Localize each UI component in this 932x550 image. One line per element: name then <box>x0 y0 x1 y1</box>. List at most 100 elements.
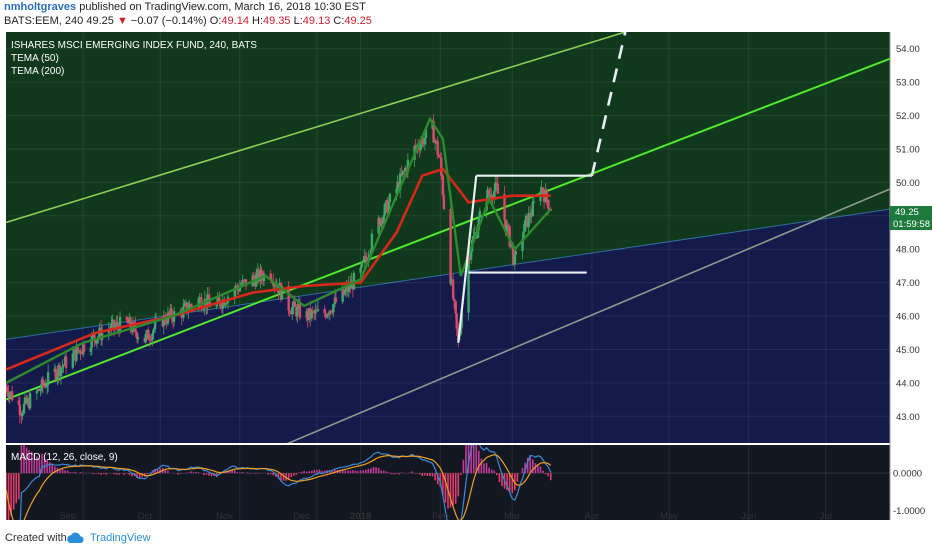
candle-body-49 <box>93 334 96 340</box>
candle-body-141 <box>257 269 261 282</box>
candle-body-222 <box>403 170 406 172</box>
candle-body-186 <box>341 289 344 302</box>
price-change: −0.07 (−0.14%) <box>130 15 207 27</box>
candle-body-58 <box>110 323 113 331</box>
macd-hist-bar-143 <box>372 467 375 474</box>
macd-hist-bar-82 <box>215 473 218 478</box>
macd-hist-bar-89 <box>233 470 236 474</box>
author-link[interactable]: nmholtgraves <box>4 1 77 13</box>
macd-hist-bar-198 <box>514 473 516 491</box>
candle-body-244 <box>441 175 445 196</box>
macd-hist-bar-115 <box>300 471 303 474</box>
macd-pane <box>6 445 552 520</box>
macd-hist-bar-138 <box>359 470 362 474</box>
macd-hist-bar-114 <box>298 472 300 474</box>
candle-body-37 <box>72 349 76 354</box>
candle-body-11 <box>23 397 27 404</box>
macd-hist-bar-193 <box>501 473 503 487</box>
candle-body-295 <box>532 201 536 203</box>
candle-body-84 <box>153 321 157 330</box>
candle-body-129 <box>237 288 240 292</box>
macd-hist-bar-169 <box>439 473 442 487</box>
candle-body-187 <box>342 289 345 295</box>
y-tick-label-4: 47.00 <box>896 278 920 289</box>
trend-channels[interactable] <box>6 32 890 446</box>
price-chart-svg[interactable]: Sep Oct Nov Dec 2018 Feb Mar Apr May Jun Jul 43.00 4… <box>0 30 932 522</box>
candle-body-27 <box>54 368 58 380</box>
candle-body-297 <box>540 187 543 192</box>
macd-hist-bar-199 <box>516 473 519 482</box>
candle-body-250 <box>454 301 457 314</box>
macd-hist-bar-144 <box>375 467 377 474</box>
macd-legend[interactable]: MACD (12, 26, close, 9) <box>11 452 118 463</box>
candle-body-302 <box>547 199 550 209</box>
macd-hist-bar-131 <box>341 470 344 474</box>
chart-header: nmholtgraves published on TradingView.co… <box>0 0 932 30</box>
macd-hist-bar-171 <box>444 473 447 503</box>
candle-body-275 <box>496 183 500 194</box>
macd-hist-bar-151 <box>393 473 395 475</box>
candle-body-3 <box>8 393 11 398</box>
macd-hist-bar-154 <box>400 472 403 474</box>
macd-hist-bar-38 <box>102 473 105 474</box>
publisher-line: nmholtgraves published on TradingView.co… <box>4 1 366 13</box>
macd-hist-bar-27 <box>74 471 77 474</box>
macd-hist-bar-130 <box>339 469 341 474</box>
candle-body-286 <box>521 239 524 252</box>
candle-body-124 <box>225 302 229 304</box>
candle-body-15 <box>28 393 32 409</box>
x-tick-label-3: Dec <box>293 511 310 520</box>
tradingview-brand-link[interactable]: TradingView <box>90 532 151 544</box>
candle-body-248 <box>451 279 455 299</box>
macd-hist-bar-62 <box>164 469 167 474</box>
candle-body-183 <box>332 304 335 313</box>
macd-hist-bar-21 <box>59 468 61 474</box>
candle-body-243 <box>440 157 443 176</box>
macd-hist-bar-121 <box>316 470 318 474</box>
candle-body-149 <box>273 283 276 286</box>
candle-body-270 <box>490 194 493 199</box>
macd-hist-bar-5 <box>18 473 20 500</box>
candle-body-42 <box>79 350 82 354</box>
macd-hist-bar-113 <box>295 473 298 475</box>
macd-hist-bar-0 <box>6 473 7 520</box>
candle-body-65 <box>118 316 122 334</box>
candle-body-182 <box>331 312 334 314</box>
flag-annotation[interactable] <box>457 32 627 343</box>
macd-hist-bar-204 <box>529 455 532 474</box>
chart-stage[interactable]: Sep Oct Nov Dec 2018 Feb Mar Apr May Jun Jul 43.00 4… <box>0 30 932 522</box>
candle-body-200 <box>364 256 367 259</box>
countdown-tag <box>890 218 932 230</box>
candle-body-156 <box>287 285 290 311</box>
macd-hist-bar-164 <box>426 473 429 476</box>
macd-hist-bar-23 <box>64 470 66 474</box>
candle-body-197 <box>360 262 363 268</box>
candle-body-103 <box>188 304 191 310</box>
candle-body-13 <box>26 398 29 404</box>
flag-pole-line <box>457 175 478 343</box>
candle-body-159 <box>291 307 294 315</box>
ohlc-line: BATS:EEM, 240 49.25 ▼ −0.07 (−0.14%) O:4… <box>4 15 372 27</box>
macd-hist-bar-74 <box>195 471 197 474</box>
tema50-legend[interactable]: TEMA (50) <box>11 53 59 64</box>
macd-hist-bar-111 <box>290 473 293 477</box>
macd-hist-bar-134 <box>349 470 352 474</box>
candle-body-36 <box>71 353 75 368</box>
candle-body-219 <box>398 173 402 191</box>
candle-body-106 <box>197 298 200 308</box>
candle-body-258 <box>469 251 473 260</box>
candle-body-245 <box>442 195 446 209</box>
price-axis-background <box>890 32 932 520</box>
tema200-legend[interactable]: TEMA (200) <box>11 66 64 77</box>
macd-hist-bar-211 <box>547 473 550 477</box>
macd-hist-bar-161 <box>418 473 421 475</box>
macd-hist-bar-102 <box>267 473 269 475</box>
candle-body-273 <box>494 182 497 192</box>
macd-hist-bar-51 <box>136 473 138 479</box>
candle-body-161 <box>293 301 297 307</box>
macd-hist-bar-127 <box>331 470 334 474</box>
macd-hist-bar-119 <box>311 470 313 474</box>
candle-body-93 <box>170 308 173 319</box>
candle-body-41 <box>77 350 81 352</box>
macd-hist-bar-135 <box>352 470 354 474</box>
